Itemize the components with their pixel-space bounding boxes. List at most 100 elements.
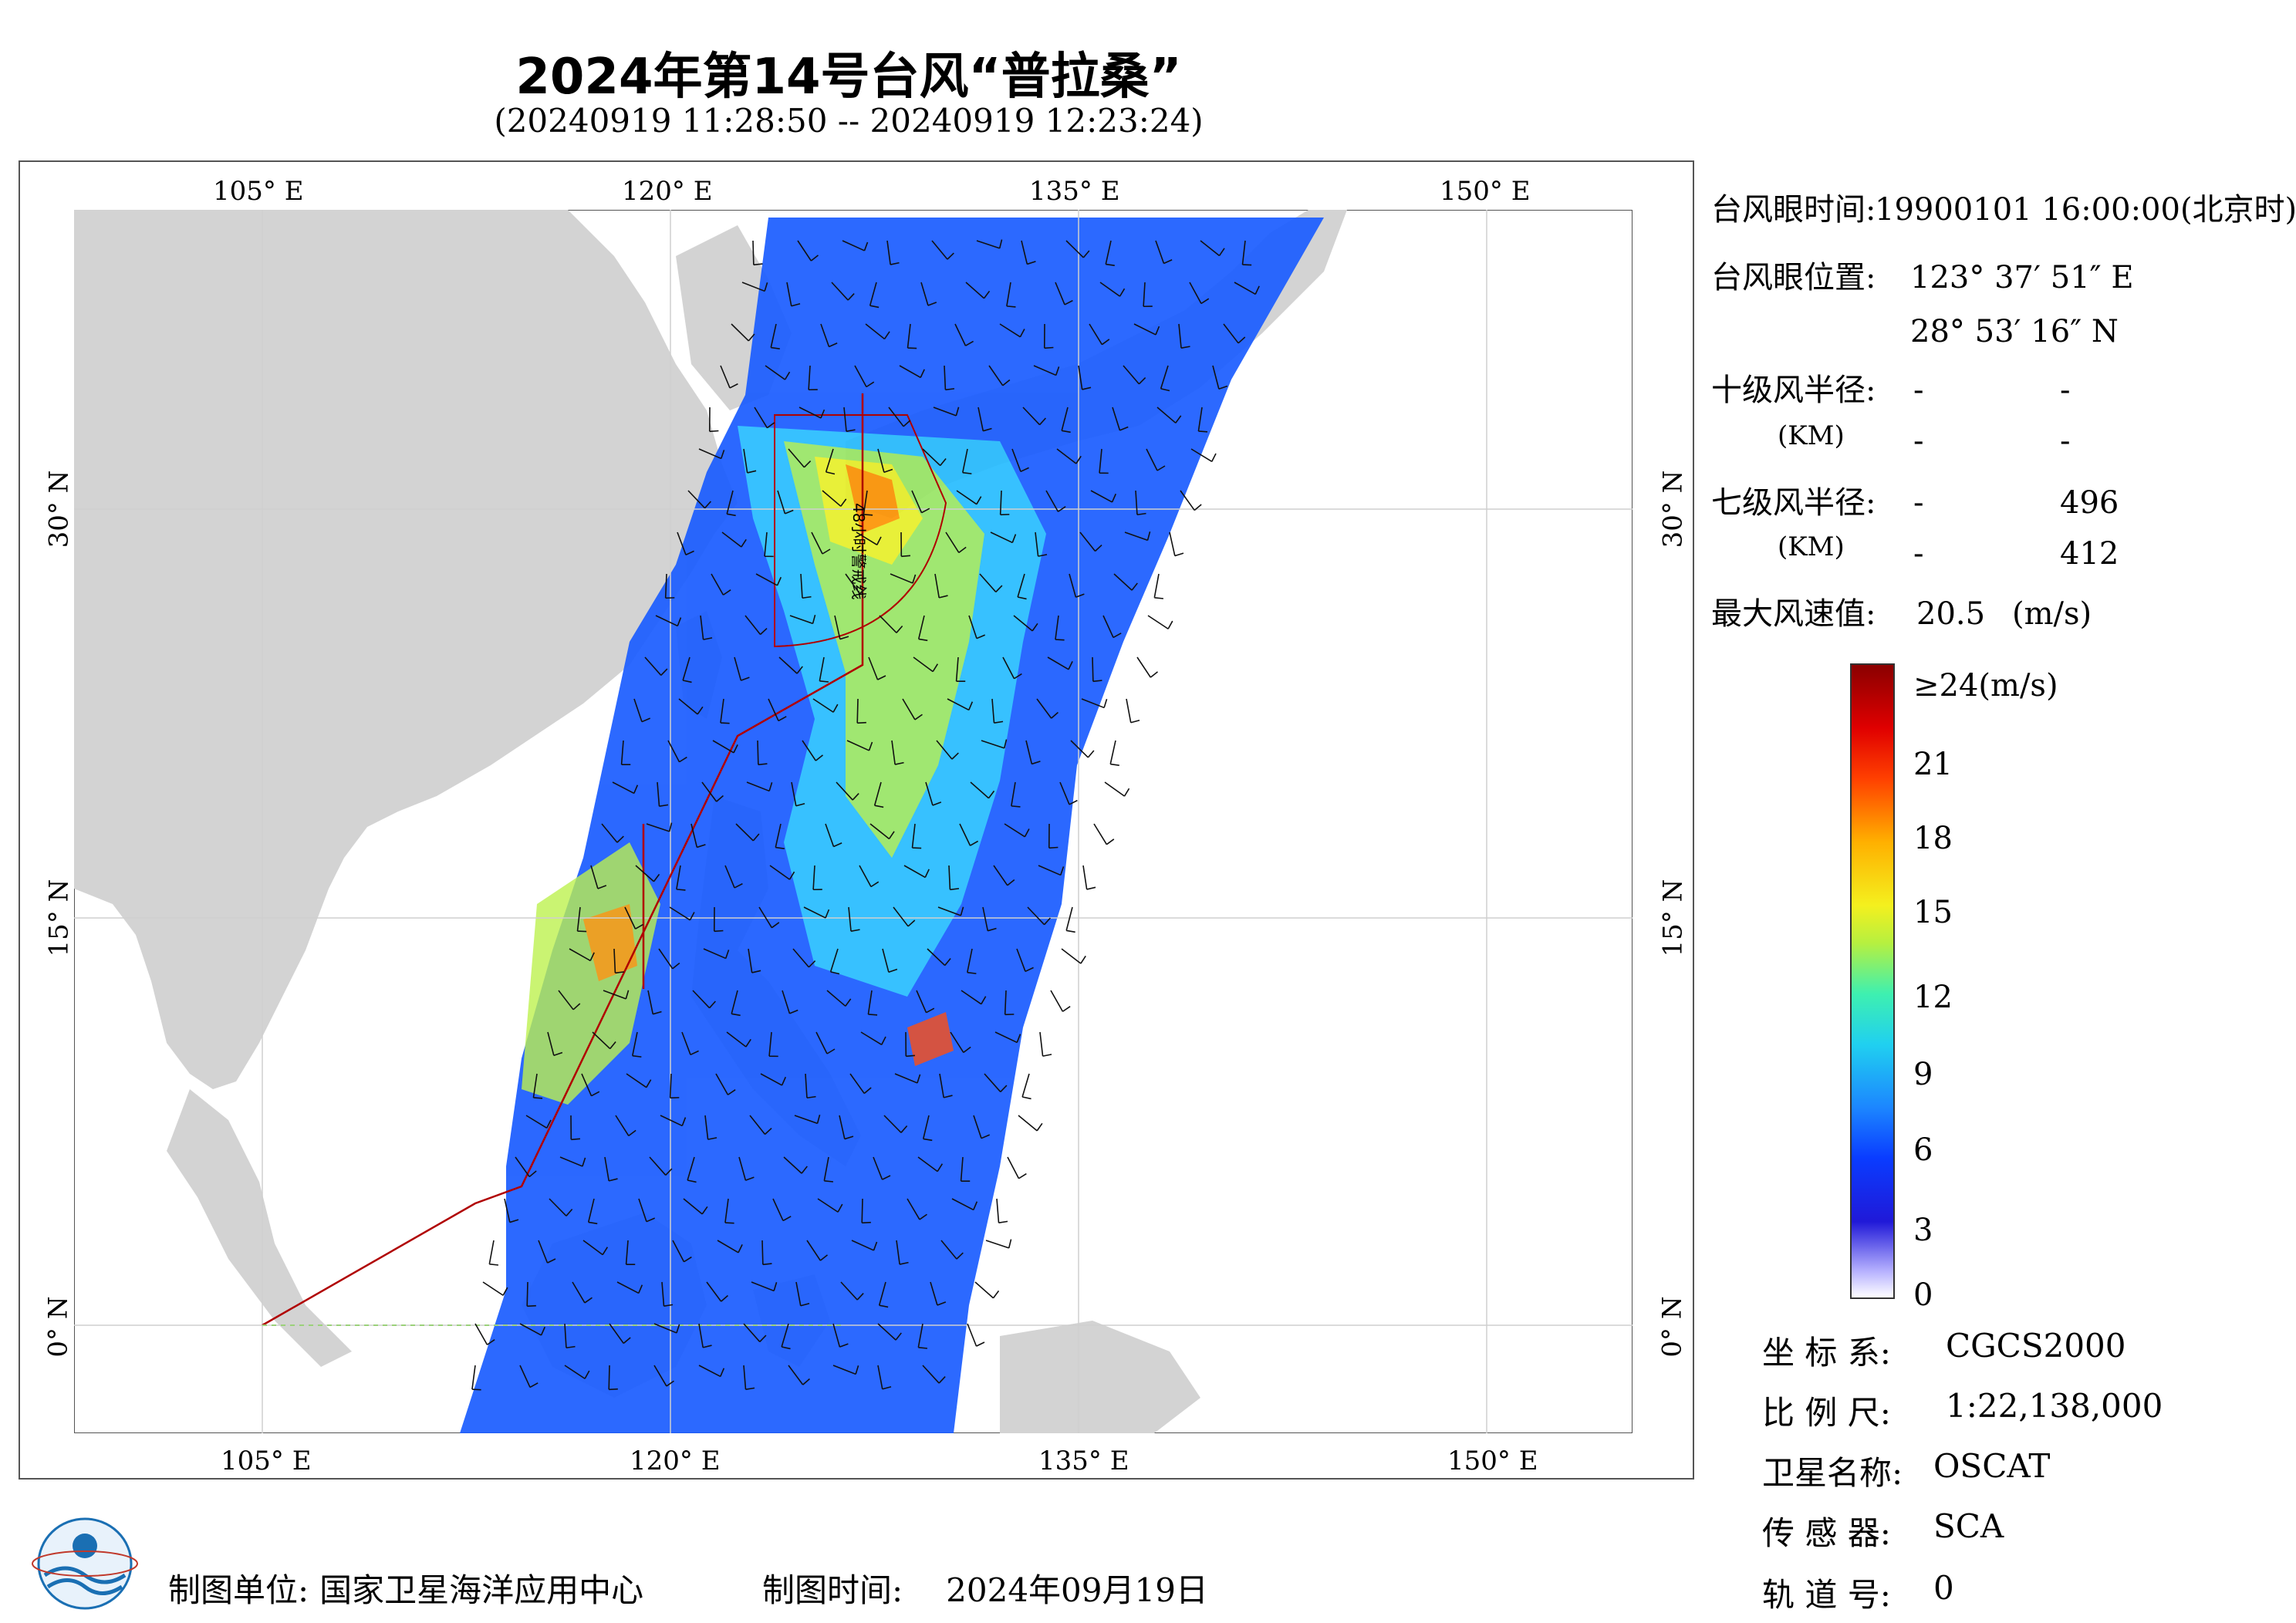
wind-barb <box>635 865 660 882</box>
wind-barb <box>795 1281 810 1307</box>
wind-barb <box>760 1073 787 1086</box>
wind-barb <box>993 865 1015 886</box>
lon-tick-bottom-120: 120° E <box>630 1446 721 1476</box>
colorbar-label-6: 6 <box>1913 1132 1933 1168</box>
wind-barb <box>1093 823 1115 845</box>
eye-time-value: 19900101 16:00:00(北京时) <box>1875 192 2296 228</box>
wind-barb <box>854 365 875 388</box>
wind-barb <box>1104 781 1130 797</box>
wind-barb <box>829 948 840 975</box>
wind-barb <box>936 740 959 760</box>
wind-barb <box>848 906 860 932</box>
wind-barb <box>1048 823 1059 849</box>
radius-10-unit: (KM) <box>1778 420 1845 451</box>
radius-10-value-2: - <box>2060 373 2071 408</box>
wind-barb <box>994 1031 1021 1044</box>
wind-barb <box>1081 698 1108 709</box>
wind-barb <box>743 1365 755 1390</box>
wind-barb <box>745 615 768 636</box>
lat-tick-right-0: 0° N <box>1656 1296 1688 1358</box>
wind-barb <box>687 490 711 509</box>
wind-barb <box>988 365 1011 386</box>
wind-barb <box>770 323 780 349</box>
wind-barb <box>504 1198 519 1223</box>
wind-barb <box>1021 240 1036 265</box>
wind-barb <box>902 698 923 720</box>
radius-7-value-4: 412 <box>2060 536 2119 572</box>
wind-barb <box>1113 573 1138 591</box>
wind-barb <box>1006 282 1016 308</box>
radius-7-unit: (KM) <box>1778 531 1845 562</box>
wind-barb <box>805 1073 816 1099</box>
wind-barb <box>660 1115 687 1127</box>
wind-barb <box>1039 1031 1052 1057</box>
lon-tick-bottom-135: 135° E <box>1038 1446 1129 1476</box>
wind-barb <box>973 1115 991 1139</box>
wind-barb <box>1102 615 1122 639</box>
wind-barb <box>532 1073 543 1099</box>
wind-barb <box>962 448 972 474</box>
wind-barb <box>1124 531 1151 542</box>
wind-barb <box>1178 323 1190 349</box>
typhoon-wind-radius-sector <box>774 414 947 648</box>
wind-barb <box>677 531 694 556</box>
wind-barb <box>781 1323 791 1350</box>
wind-barb <box>698 1365 725 1378</box>
wind-barb <box>576 906 587 933</box>
wind-barb <box>802 740 823 761</box>
wind-barb <box>669 1073 680 1099</box>
wind-field-map[interactable]: 48小时警戒线 <box>74 210 1633 1433</box>
wind-barb <box>765 365 791 380</box>
wind-barb <box>653 1365 674 1387</box>
wind-barb <box>1038 865 1065 876</box>
wind-barb <box>1180 490 1202 511</box>
colorbar-label-12: 12 <box>1913 980 1953 1015</box>
wind-barb <box>903 865 930 879</box>
wind-barb <box>917 615 928 642</box>
wind-barb <box>920 282 937 306</box>
wind-barb <box>664 573 675 599</box>
wind-barb <box>819 656 829 683</box>
wind-barb <box>515 1156 537 1178</box>
wind-barb <box>1011 781 1021 808</box>
wind-barb <box>840 1281 864 1301</box>
wind-barbs <box>471 239 1260 1391</box>
wind-barb <box>951 1198 978 1211</box>
wind-barb <box>991 698 1004 724</box>
wind-barb <box>706 1281 728 1302</box>
wind-barb <box>768 698 787 722</box>
wind-barb <box>863 490 873 516</box>
warning-line-48h-label: 48小时警戒线 <box>849 503 868 599</box>
wind-barb <box>955 656 966 683</box>
wind-barb <box>917 1156 944 1173</box>
wind-barb <box>799 407 826 419</box>
wind-barb <box>1002 656 1022 680</box>
wind-barb <box>893 906 916 927</box>
colorbar-label-9: 9 <box>1913 1057 1933 1092</box>
wind-barb <box>930 1281 947 1306</box>
wind-barb <box>788 1365 810 1385</box>
wind-barb <box>954 323 974 346</box>
colorbar-label-21: 21 <box>1913 747 1953 782</box>
lon-tick-top-105: 105° E <box>213 176 304 207</box>
wind-barb <box>999 490 1010 516</box>
wind-barb <box>687 1156 697 1183</box>
wind-barb <box>1036 698 1059 719</box>
footer-producer: 制图单位: 国家卫星海洋应用中心 <box>168 1564 643 1611</box>
wind-barb <box>911 490 930 514</box>
wind-barb <box>982 906 997 932</box>
wind-barb <box>1189 282 1210 305</box>
wind-barb <box>1099 282 1126 297</box>
wind-barb <box>751 1281 778 1292</box>
wind-barb <box>587 1198 598 1225</box>
wind-barb <box>608 1365 618 1391</box>
wind-barb <box>965 282 991 299</box>
wind-barb <box>877 1365 892 1390</box>
wind-barb <box>940 1240 964 1260</box>
orbit-label: 轨 道 号: <box>1762 1576 1891 1614</box>
wind-barb <box>967 1323 985 1347</box>
wind-barb <box>856 531 882 546</box>
wind-barb <box>720 698 730 724</box>
wind-barb <box>961 990 987 1005</box>
radius-7-value-3: - <box>1913 536 1924 572</box>
